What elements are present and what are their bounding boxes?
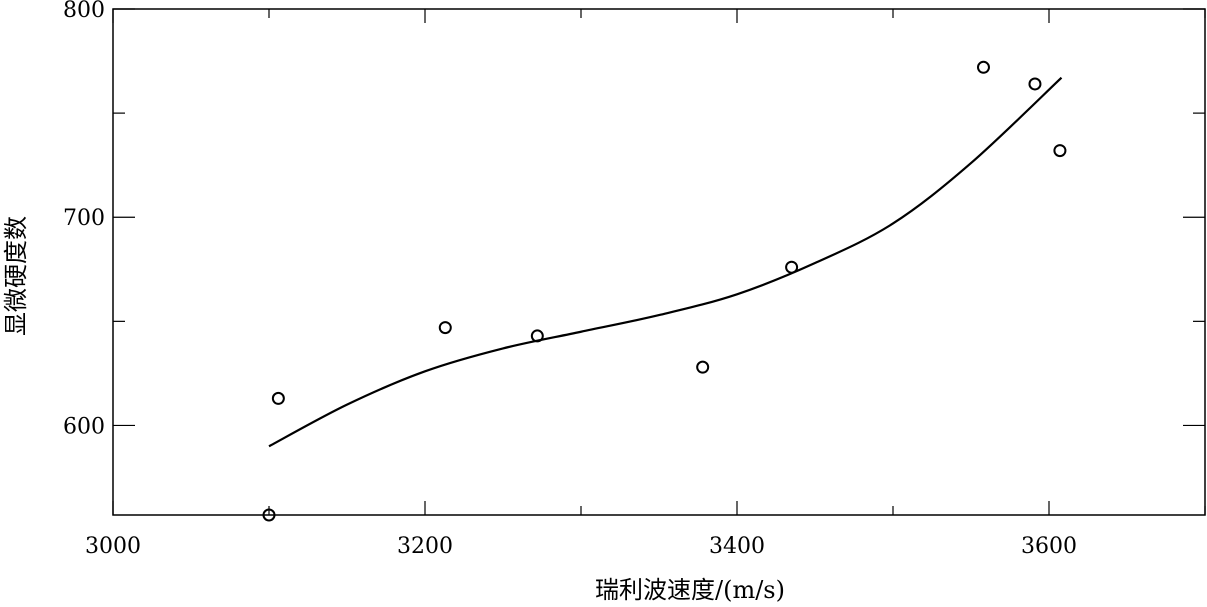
y-tick-label: 800 <box>63 0 105 23</box>
x-tick-label: 3400 <box>709 534 765 559</box>
data-point <box>976 60 990 74</box>
x-tick-label: 3000 <box>85 534 141 559</box>
y-axis-label: 显微硬度数 <box>2 216 30 336</box>
data-points <box>262 60 1067 522</box>
fit-curve <box>268 76 1063 448</box>
plot-frame <box>112 8 1206 516</box>
y-tick-label: 700 <box>63 206 105 231</box>
data-point <box>530 329 544 343</box>
data-point <box>1028 77 1042 91</box>
x-tick-label: 3600 <box>1021 534 1077 559</box>
tick-labels: 3000 3200 3400 3600 600 700 800 <box>63 0 1077 559</box>
data-point <box>438 321 452 335</box>
axis-ticks <box>112 8 1206 515</box>
data-point <box>271 391 285 405</box>
data-point <box>262 508 276 522</box>
x-tick-label: 3200 <box>397 534 453 559</box>
x-axis-label: 瑞利波速度/(m/s) <box>595 576 785 604</box>
y-tick-label: 600 <box>63 414 105 439</box>
data-point <box>1053 144 1067 158</box>
data-point <box>696 360 710 374</box>
data-point <box>785 260 799 274</box>
